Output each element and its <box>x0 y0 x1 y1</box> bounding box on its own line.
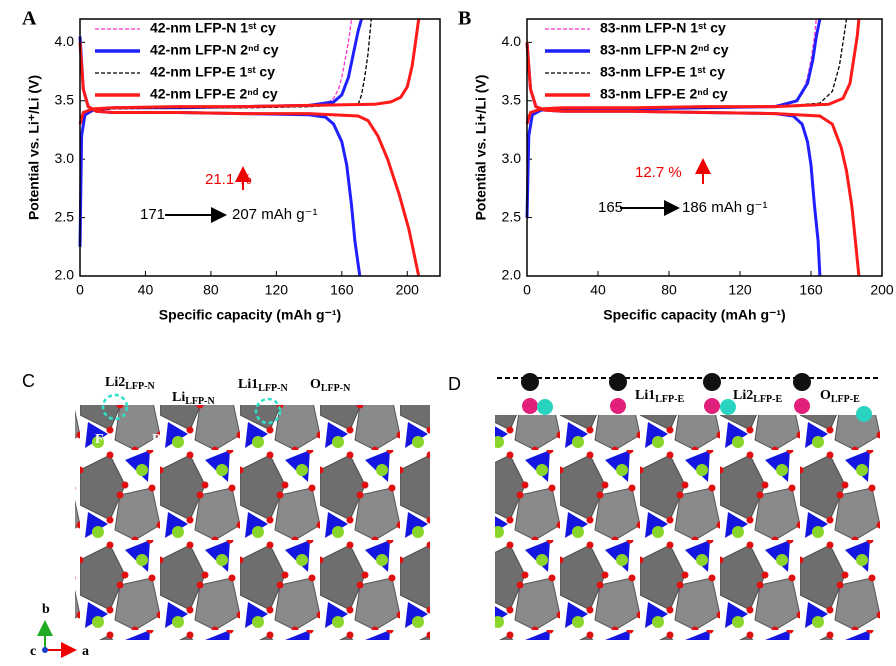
x-tick-label: 80 <box>203 282 219 298</box>
x-tick-label: 0 <box>523 282 531 298</box>
atom-label: OLFP-N <box>310 377 351 394</box>
plot-frame <box>79 18 441 277</box>
y-tick-label: 2.5 <box>502 208 522 224</box>
panel-label: C <box>22 371 35 391</box>
annotation: 171 <box>140 206 165 223</box>
y-tick-label: 2.0 <box>502 267 522 283</box>
annotation: 165 <box>598 199 623 216</box>
vacancy <box>101 393 129 421</box>
atom-label: Li1LFP-E <box>635 388 684 405</box>
x-tick-label: 160 <box>799 282 823 298</box>
surface-atoms <box>521 373 872 422</box>
axis-label: a <box>82 644 89 659</box>
y-tick-label: 3.5 <box>55 91 75 107</box>
axis-origin <box>42 647 48 653</box>
x-tick-label: 40 <box>590 282 606 298</box>
atom-label: Li1LFP-N <box>238 377 288 394</box>
polyhedron-label: P <box>152 432 161 447</box>
legend-label: 83-nm LFP-E 2ⁿᵈ cy <box>600 86 728 102</box>
atom-label: Li2LFP-N <box>105 375 155 392</box>
axis-label: c <box>30 644 36 659</box>
panel-label: B <box>458 8 471 30</box>
x-tick-label: 40 <box>138 282 154 298</box>
y-tick-label: 2.0 <box>55 267 75 283</box>
legend-label: 42-nm LFP-E 2ⁿᵈ cy <box>150 86 278 102</box>
y-tick-label: 3.0 <box>55 150 75 166</box>
crystal-structure <box>495 415 880 640</box>
annotation: 207 mAh g⁻¹ <box>232 206 317 223</box>
x-tick-label: 160 <box>330 282 354 298</box>
series-line <box>78 18 421 277</box>
y-tick-label: 3.5 <box>502 91 522 107</box>
atom-label: LiLFP-N <box>172 390 215 407</box>
legend-label: 42-nm LFP-N 1ˢᵗ cy <box>150 20 276 36</box>
legend-label: 83-nm LFP-E 1ˢᵗ cy <box>600 64 725 80</box>
axis-label: b <box>42 602 50 617</box>
atom-label: OLFP-E <box>820 388 860 405</box>
structure-d: D Li1LFP-E Li2LFP-E OLFP-E <box>448 373 880 640</box>
crystal-structure <box>75 405 430 640</box>
legend-label: 42-nm LFP-N 2ⁿᵈ cy <box>150 42 279 58</box>
legend-label: 83-nm LFP-N 2ⁿᵈ cy <box>600 42 729 58</box>
legend-label: 83-nm LFP-N 1ˢᵗ cy <box>600 20 726 36</box>
series-line <box>525 18 861 277</box>
x-tick-label: 120 <box>265 282 289 298</box>
panel-label: D <box>448 374 461 394</box>
y-tick-label: 3.0 <box>502 150 522 166</box>
polyhedron-label: Fe <box>95 432 110 447</box>
y-tick-label: 4.0 <box>55 33 75 49</box>
plot-frame <box>526 18 883 277</box>
vacancy <box>254 397 282 425</box>
legend-label: 42-nm LFP-E 1ˢᵗ cy <box>150 64 275 80</box>
y-axis-label: Potential vs. Li⁺/Li (V) <box>26 75 42 220</box>
x-tick-label: 80 <box>661 282 677 298</box>
y-axis-label: Potential vs. Li+/Li (V) <box>473 75 489 221</box>
annotation: 21.1 % <box>205 171 252 188</box>
y-tick-label: 4.0 <box>502 33 522 49</box>
chart: B 0 40 80 120 160 200 2.0 2.5 3.0 3.5 4.0 Specific c… <box>458 8 894 323</box>
y-tick-label: 2.5 <box>55 208 75 224</box>
x-axis-label: Specific capacity (mAh g⁻¹) <box>159 307 341 323</box>
chart: A 0 40 80 120 160 200 2.0 2.5 3.0 3.5 4.0 Specific c… <box>22 8 441 323</box>
structure-c: C Li2LFP-N LiLFP-N Li1LFP-N OLFP-N Fe P … <box>22 371 430 659</box>
annotation: 12.7 % <box>635 164 682 181</box>
x-axis-label: Specific capacity (mAh g⁻¹) <box>603 307 785 323</box>
x-tick-label: 120 <box>728 282 752 298</box>
x-tick-label: 200 <box>396 282 420 298</box>
x-tick-label: 200 <box>870 282 894 298</box>
x-tick-label: 0 <box>76 282 84 298</box>
panel-label: A <box>22 8 37 30</box>
annotation: 186 mAh g⁻¹ <box>682 199 767 216</box>
atom-label: Li2LFP-E <box>733 388 782 405</box>
